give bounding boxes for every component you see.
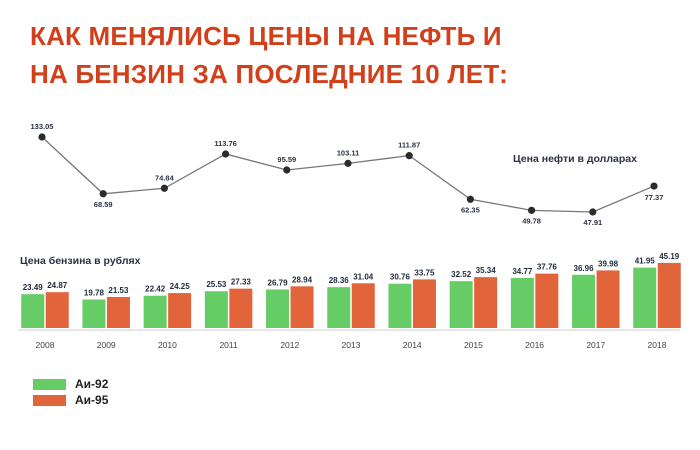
oil-point — [466, 195, 474, 203]
bar-ai92 — [510, 277, 534, 328]
oil-point — [160, 184, 168, 192]
bar-value-label: 19.78 — [84, 289, 105, 298]
bar-value-label: 36.96 — [574, 264, 595, 273]
oil-value-label: 103.11 — [337, 148, 360, 157]
oil-point — [222, 150, 230, 158]
year-tick-label: 2016 — [525, 340, 544, 350]
bar-ai95 — [106, 296, 130, 328]
bar-value-label: 30.76 — [390, 273, 411, 282]
year-tick-label: 2008 — [36, 340, 55, 350]
bar-ai92 — [266, 289, 290, 328]
oil-point — [650, 182, 658, 190]
year-tick-label: 2014 — [403, 340, 422, 350]
bar-value-label: 34.77 — [512, 267, 533, 276]
year-tick-label: 2011 — [219, 340, 238, 350]
oil-value-label: 62.35 — [461, 205, 480, 214]
oil-value-label: 49.78 — [522, 216, 541, 225]
oil-price-series: 133.05 68.59 74.84 113.76 95.59 103.11 111.87 6… — [31, 122, 664, 227]
bar-value-label: 26.79 — [268, 278, 289, 287]
chart-title-line-1: КАК МЕНЯЛИСЬ ЦЕНЫ НА НЕФТЬ И — [30, 21, 502, 51]
bar-ai95 — [596, 270, 620, 328]
bar-ai92 — [449, 281, 473, 328]
oil-value-label: 74.84 — [155, 173, 175, 182]
legend-label-ai92: Аи-92 — [75, 377, 109, 391]
bar-value-label: 41.95 — [635, 257, 656, 266]
year-axis: 2008 2009 2010 2011 2012 2013 2014 2015 2016 2017… — [36, 340, 667, 350]
bar-value-label: 31.04 — [353, 272, 374, 281]
bar-ai92 — [82, 299, 106, 328]
bar-value-label: 22.42 — [145, 285, 166, 294]
year-tick-label: 2012 — [280, 340, 299, 350]
bar-value-label: 24.25 — [170, 282, 191, 291]
bar-value-label: 28.94 — [292, 275, 313, 284]
bar-ai95 — [45, 292, 69, 328]
bar-ai92 — [143, 295, 167, 328]
oil-point — [528, 206, 536, 214]
oil-value-label: 95.59 — [277, 155, 296, 164]
bar-value-label: 45.19 — [659, 252, 680, 261]
bar-ai92 — [204, 291, 228, 328]
oil-point — [405, 152, 413, 160]
oil-value-label: 133.05 — [31, 122, 54, 131]
oil-point — [283, 166, 291, 174]
year-tick-label: 2017 — [586, 340, 605, 350]
bar-value-label: 37.76 — [537, 263, 558, 272]
oil-point — [38, 133, 46, 141]
oil-value-label: 111.87 — [398, 141, 420, 150]
bar-ai92 — [572, 274, 596, 328]
chart-title-line-2: НА БЕНЗИН ЗА ПОСЛЕДНИЕ 10 ЛЕТ: — [30, 59, 508, 89]
legend-swatch-ai92 — [33, 379, 66, 390]
bar-ai95 — [351, 283, 375, 328]
year-tick-label: 2013 — [342, 340, 361, 350]
bar-value-label: 33.75 — [414, 268, 435, 277]
bar-value-label: 32.52 — [451, 270, 472, 279]
bar-ai92 — [21, 294, 45, 328]
oil-series-title: Цена нефти в долларах — [513, 153, 637, 165]
year-tick-label: 2010 — [158, 340, 177, 350]
bar-value-label: 27.33 — [231, 278, 252, 287]
bar-value-label: 35.34 — [476, 266, 497, 275]
oil-value-label: 77.37 — [645, 193, 664, 202]
bar-value-label: 39.98 — [598, 259, 619, 268]
bar-ai92 — [388, 283, 412, 328]
gasoline-series-title: Цена бензина в рублях — [20, 255, 141, 267]
oil-point — [344, 159, 352, 167]
bar-ai95 — [412, 279, 436, 328]
oil-value-label: 47.91 — [583, 218, 602, 227]
bar-value-label: 25.53 — [206, 280, 227, 289]
legend-label-ai95: Аи-95 — [75, 393, 109, 407]
year-tick-label: 2015 — [464, 340, 483, 350]
year-tick-label: 2018 — [648, 340, 667, 350]
bar-value-label: 21.53 — [108, 286, 129, 295]
legend-swatch-ai95 — [33, 395, 66, 406]
bar-ai92 — [633, 267, 657, 328]
oil-value-label: 68.59 — [94, 200, 113, 209]
gasoline-price-bars: 23.49 24.87 19.78 21.53 22.42 24.25 25.53 27.33… — [21, 252, 681, 328]
oil-value-label: 113.76 — [214, 139, 237, 148]
year-tick-label: 2009 — [97, 340, 116, 350]
bar-ai95 — [657, 262, 681, 328]
bar-ai95 — [535, 273, 559, 328]
bar-value-label: 24.87 — [47, 281, 68, 290]
oil-point — [99, 190, 107, 198]
bar-ai95 — [229, 288, 253, 328]
bar-ai92 — [327, 287, 351, 328]
bar-ai95 — [474, 277, 498, 328]
bar-ai95 — [290, 286, 314, 328]
bar-value-label: 28.36 — [329, 276, 350, 285]
bar-value-label: 23.49 — [23, 283, 44, 292]
bar-ai95 — [168, 293, 192, 328]
oil-point — [589, 208, 597, 216]
